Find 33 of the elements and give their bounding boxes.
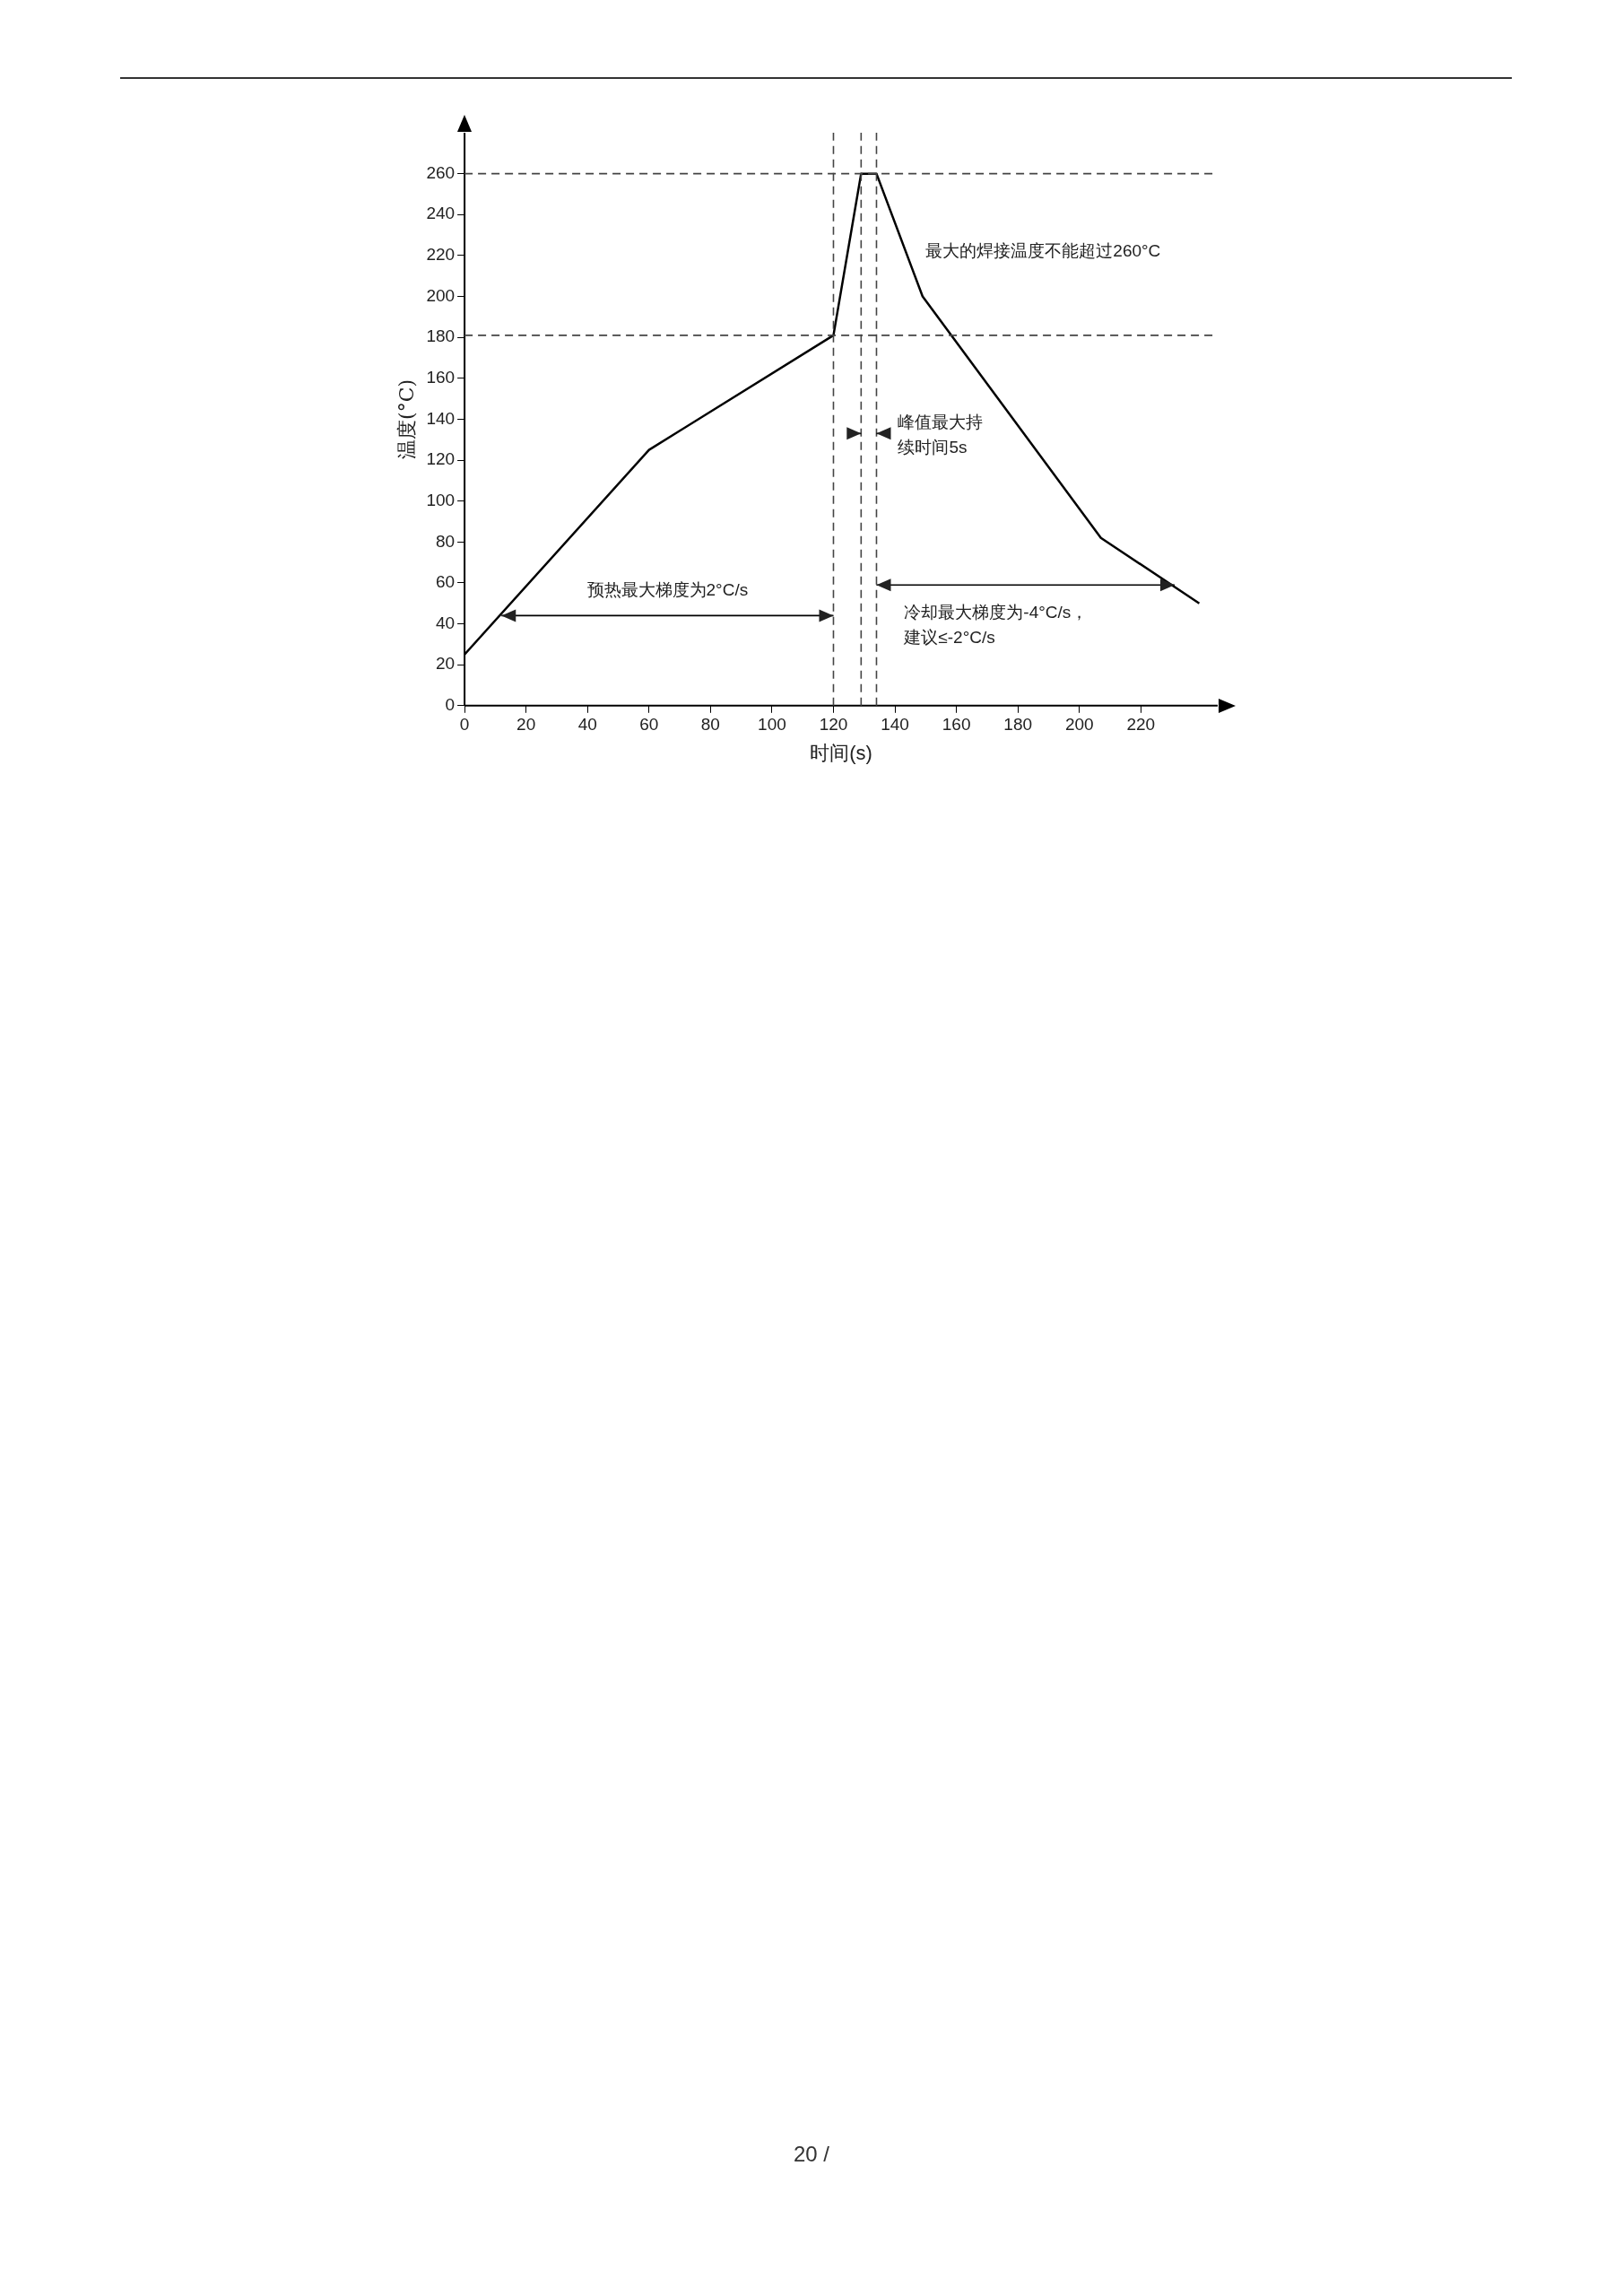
- y-tick-label: 100: [426, 490, 456, 509]
- annotation: 预热最大梯度为2°C/s: [586, 580, 749, 600]
- x-tick-label: 200: [1064, 715, 1094, 735]
- y-tick-label: 80: [435, 531, 456, 551]
- y-axis-title: 温度(°C): [395, 378, 418, 459]
- annotation: 峰值最大持续时间5s: [898, 413, 984, 457]
- x-tick-label: 120: [819, 715, 848, 735]
- y-tick-label: 200: [426, 285, 456, 305]
- y-tick-label: 260: [426, 162, 456, 182]
- x-tick-label: 180: [1003, 715, 1033, 735]
- annotation: 最大的焊接温度不能超过260°C: [925, 240, 1161, 260]
- x-tick-label: 100: [758, 715, 786, 735]
- y-tick-label: 220: [426, 245, 456, 265]
- x-tick-label: 20: [516, 715, 536, 735]
- y-tick-label: 160: [426, 368, 456, 387]
- y-tick-label: 40: [435, 613, 456, 632]
- y-tick-label: 0: [445, 695, 456, 715]
- y-tick-label: 60: [435, 572, 456, 592]
- x-tick-label: 40: [577, 715, 597, 735]
- y-tick-label: 140: [426, 408, 456, 428]
- x-tick-label: 160: [942, 715, 971, 735]
- annotation: 冷却最大梯度为-4°C/s，建议≤-2°C/s: [903, 603, 1089, 648]
- y-tick-label: 240: [426, 204, 456, 223]
- x-tick-label: 0: [459, 715, 470, 735]
- x-tick-label: 140: [881, 715, 909, 735]
- y-tick-label: 20: [435, 654, 456, 674]
- x-tick-label: 60: [639, 715, 659, 735]
- text: 20 /: [793, 2142, 830, 2167]
- y-tick-label: 180: [426, 326, 456, 346]
- x-tick-label: 220: [1126, 715, 1156, 735]
- x-tick-label: 80: [700, 715, 720, 735]
- y-tick-label: 120: [426, 449, 456, 469]
- x-axis-title: 时间(s): [810, 741, 872, 764]
